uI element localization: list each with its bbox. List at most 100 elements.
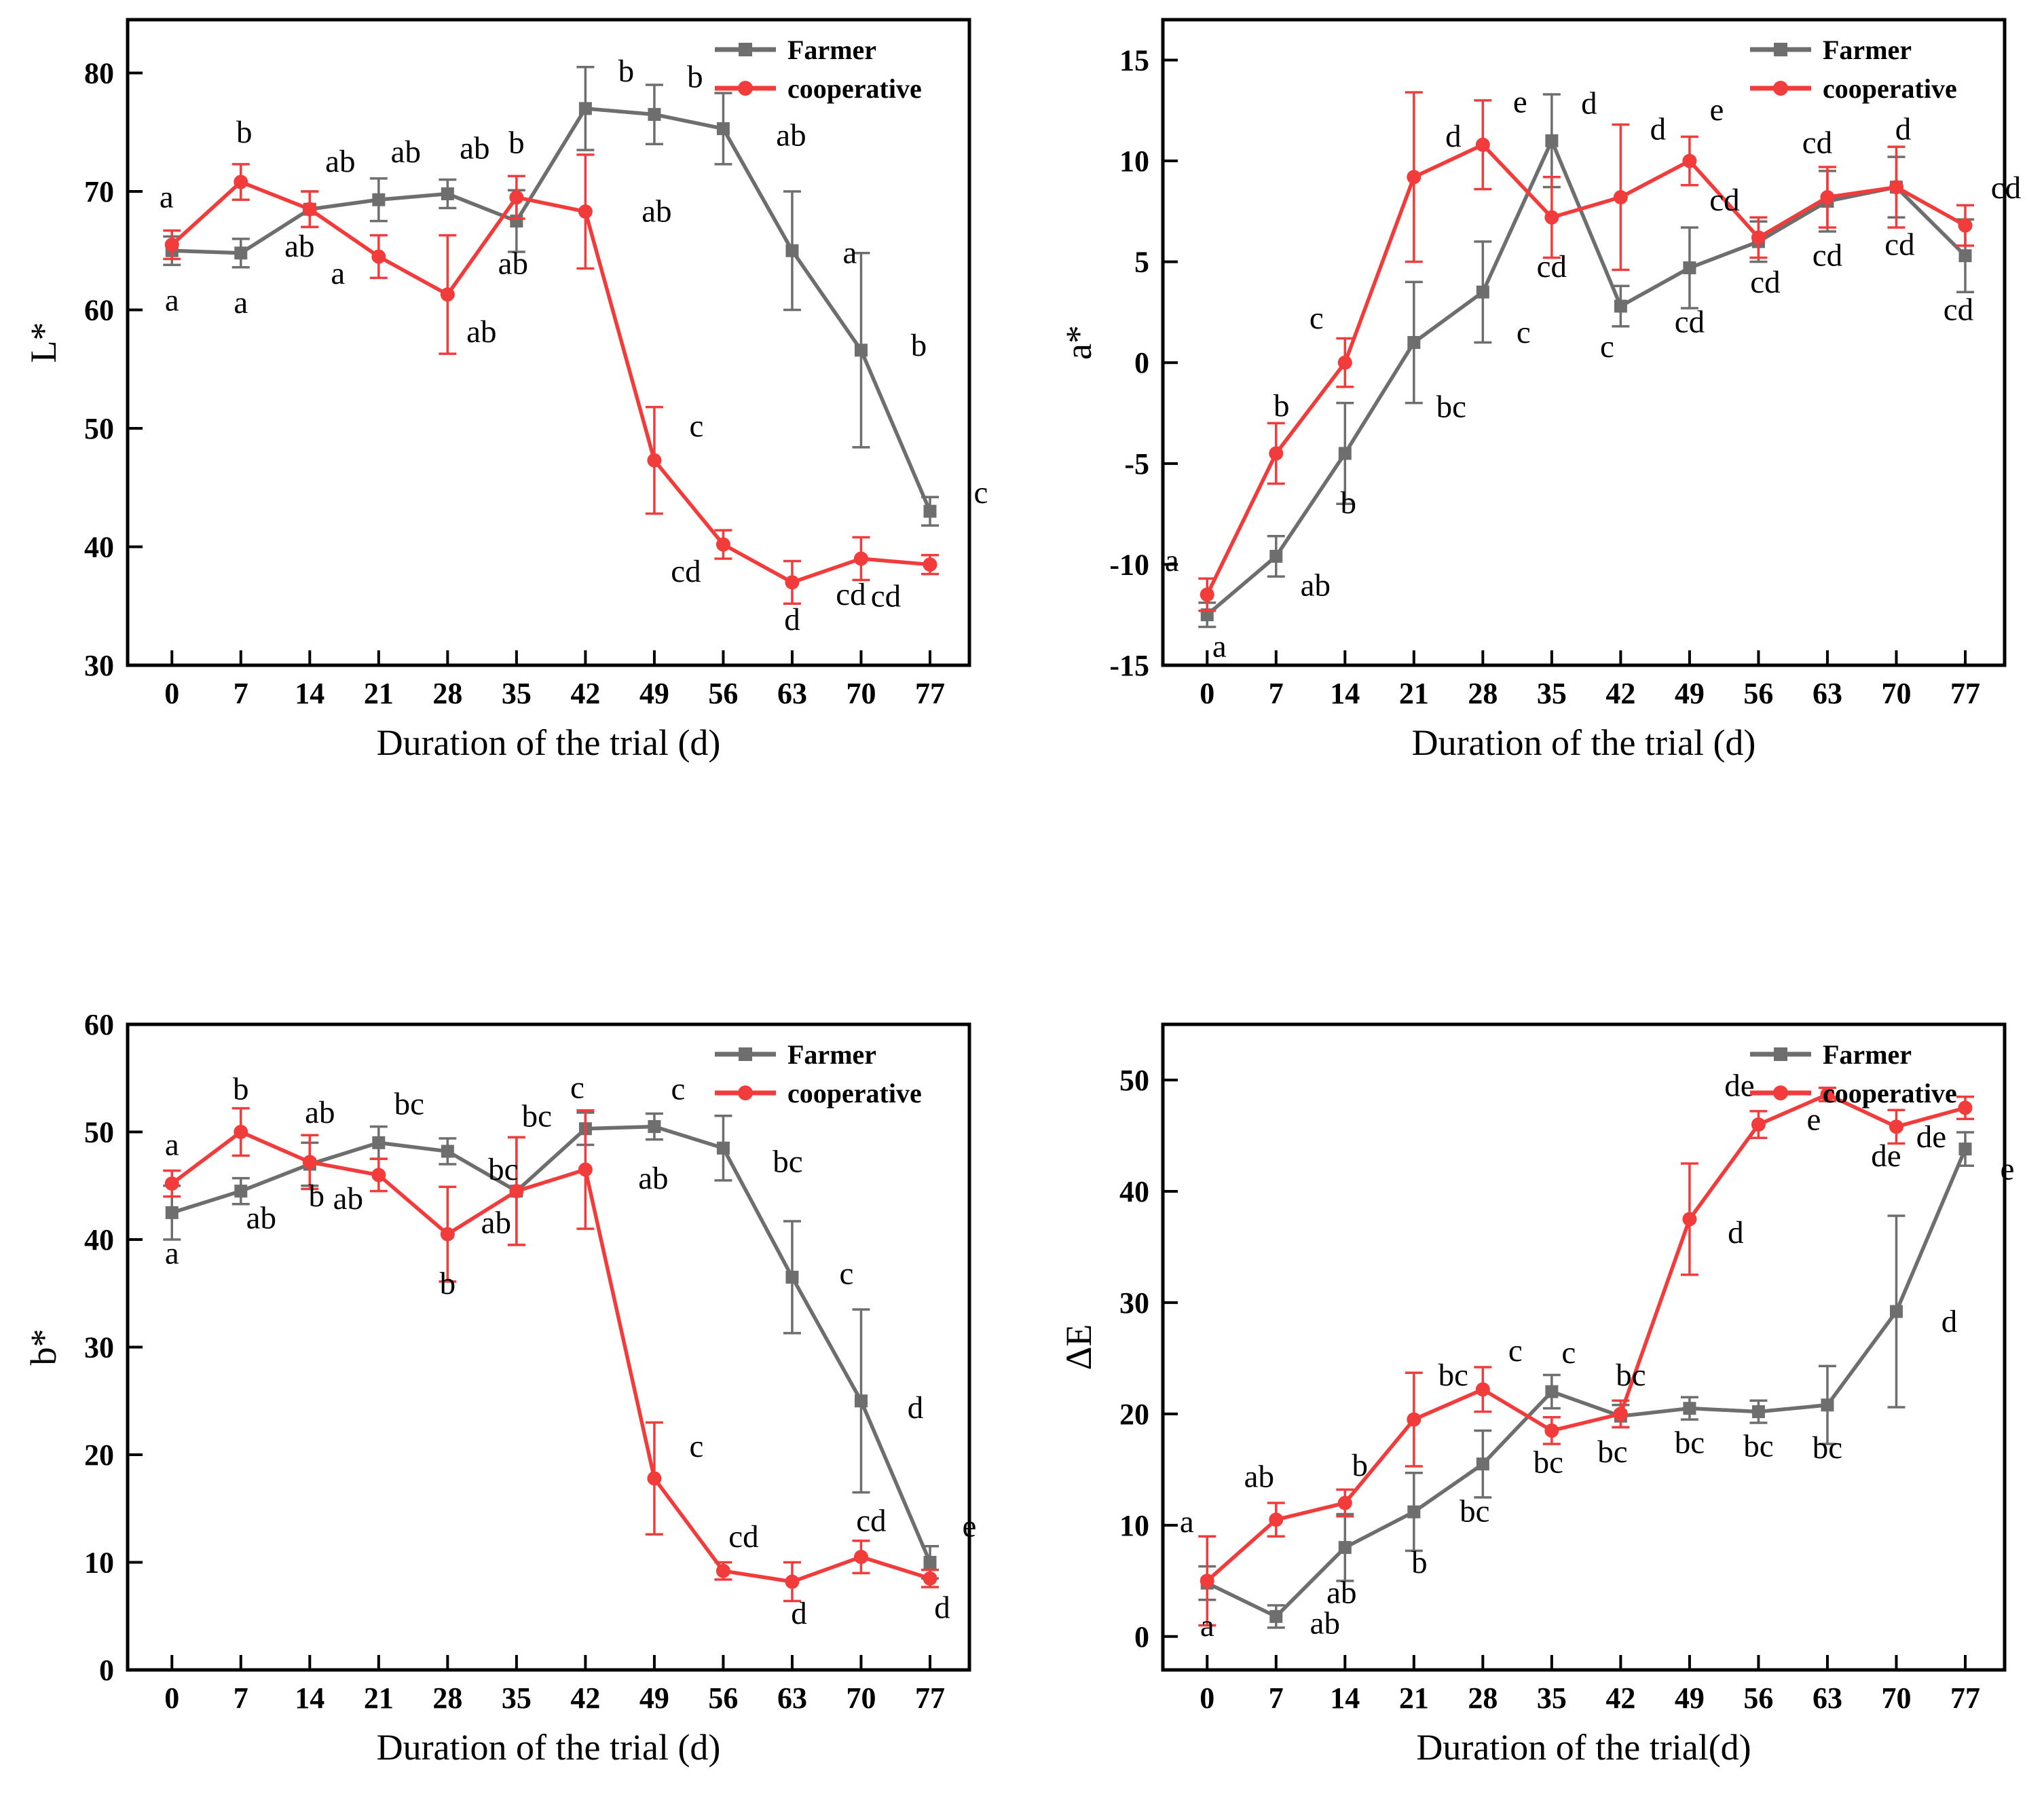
svg-text:c: c [570, 1071, 584, 1106]
svg-text:e: e [2001, 1152, 2015, 1187]
svg-text:49: 49 [639, 677, 669, 710]
svg-text:ab: ab [466, 314, 496, 350]
svg-text:7: 7 [234, 677, 248, 710]
svg-text:bc: bc [773, 1144, 802, 1179]
svg-text:bc: bc [1675, 1426, 1705, 1461]
svg-text:70: 70 [846, 1681, 876, 1715]
svg-text:ab: ab [391, 134, 421, 170]
chart-panel-l-star: 30 40 50 60 70 80 0 7 14 21 28 35 42 49 56 63 70 77 Durati… [19, 10, 990, 791]
svg-text:cd: cd [1537, 249, 1567, 284]
svg-text:20: 20 [1119, 1398, 1149, 1431]
svg-text:0: 0 [1134, 1620, 1149, 1654]
svg-text:a: a [165, 282, 179, 318]
svg-text:c: c [1517, 315, 1531, 350]
svg-text:cooperative: cooperative [787, 73, 922, 104]
svg-text:56: 56 [1743, 1681, 1773, 1715]
chart-b-star: 0 10 20 30 40 50 60 0 7 14 21 28 35 42 49 56 63 70 77 Durat… [23, 1015, 977, 1768]
svg-text:Farmer: Farmer [787, 35, 876, 65]
svg-text:63: 63 [777, 677, 807, 710]
svg-text:cd: cd [1750, 265, 1780, 300]
svg-text:b: b [233, 1072, 249, 1107]
svg-text:0: 0 [164, 677, 179, 710]
svg-text:L*: L* [23, 322, 64, 363]
svg-text:21: 21 [364, 1681, 394, 1715]
svg-text:21: 21 [1399, 677, 1429, 710]
svg-text:35: 35 [502, 1681, 532, 1715]
svg-text:7: 7 [234, 1681, 248, 1715]
svg-text:c: c [1600, 329, 1614, 365]
svg-text:cd: cd [871, 579, 901, 614]
svg-text:77: 77 [1950, 1681, 1980, 1715]
svg-text:b: b [440, 1266, 456, 1301]
svg-text:60: 60 [84, 294, 114, 327]
svg-text:0: 0 [1200, 1681, 1214, 1715]
svg-text:70: 70 [846, 677, 876, 710]
svg-text:Farmer: Farmer [1823, 1039, 1912, 1070]
svg-text:d: d [1895, 112, 1912, 147]
svg-text:ab: ab [246, 1201, 276, 1236]
svg-text:50: 50 [84, 412, 114, 445]
svg-text:0: 0 [1200, 677, 1214, 710]
svg-text:bc: bc [1813, 1430, 1842, 1466]
svg-text:d: d [1581, 86, 1597, 121]
svg-text:Duration of the trial(d): Duration of the trial(d) [1416, 1727, 1751, 1768]
svg-text:b: b [1274, 388, 1290, 424]
svg-text:30: 30 [1119, 1286, 1149, 1320]
svg-text:ab: ab [325, 144, 355, 179]
svg-text:30: 30 [84, 649, 114, 682]
svg-text:cd: cd [836, 577, 866, 612]
svg-text:b*: b* [23, 1329, 64, 1366]
svg-text:7: 7 [1269, 677, 1284, 710]
svg-text:e: e [1513, 84, 1527, 119]
chart-panel-delta-e: 0 10 20 30 40 50 0 7 14 21 28 35 42 49 56 63 70 77 Duratio… [1054, 1015, 2025, 1795]
svg-text:15: 15 [1119, 43, 1149, 77]
svg-text:cd: cd [1944, 293, 1973, 328]
svg-text:Farmer: Farmer [1823, 35, 1912, 65]
svg-text:Farmer: Farmer [787, 1039, 876, 1070]
svg-text:c: c [974, 475, 988, 510]
svg-text:d: d [1650, 112, 1667, 147]
svg-text:70: 70 [1881, 1681, 1911, 1715]
svg-text:a: a [165, 1128, 179, 1163]
svg-text:28: 28 [1468, 1681, 1498, 1715]
svg-text:cd: cd [1802, 126, 1832, 161]
svg-text:42: 42 [570, 1681, 600, 1715]
svg-text:50: 50 [84, 1116, 114, 1149]
svg-text:d: d [1941, 1304, 1958, 1339]
svg-text:50: 50 [1119, 1064, 1149, 1097]
svg-text:30: 30 [84, 1331, 114, 1364]
svg-text:77: 77 [915, 1681, 945, 1715]
svg-text:de: de [1724, 1068, 1754, 1104]
svg-text:cd: cd [1991, 170, 2021, 206]
chart-panel-b-star: 0 10 20 30 40 50 60 0 7 14 21 28 35 42 49 56 63 70 77 Durat… [19, 1015, 990, 1795]
svg-text:42: 42 [570, 677, 600, 710]
svg-text:cooperative: cooperative [1823, 73, 1957, 104]
svg-text:c: c [1561, 1335, 1576, 1371]
svg-text:ab: ab [460, 131, 489, 166]
svg-text:10: 10 [1119, 145, 1149, 178]
chart-l-star: 30 40 50 60 70 80 0 7 14 21 28 35 42 49 56 63 70 77 Durati… [23, 18, 988, 763]
svg-text:bc: bc [1597, 1434, 1627, 1470]
svg-text:c: c [671, 1072, 685, 1107]
svg-text:a: a [1212, 629, 1227, 665]
svg-text:42: 42 [1605, 677, 1635, 710]
svg-text:5: 5 [1134, 246, 1149, 279]
svg-text:e: e [1709, 92, 1724, 128]
svg-text:35: 35 [1537, 677, 1567, 710]
svg-text:cooperative: cooperative [1823, 1078, 1957, 1109]
svg-text:b: b [1341, 485, 1357, 521]
svg-text:a: a [160, 180, 174, 215]
svg-text:ab: ab [1326, 1576, 1356, 1611]
svg-text:bc: bc [1743, 1429, 1773, 1464]
svg-text:e: e [963, 1509, 977, 1544]
svg-text:cd: cd [1813, 238, 1842, 273]
svg-text:b: b [618, 54, 635, 89]
svg-text:c: c [1309, 301, 1324, 336]
svg-text:c: c [840, 1256, 854, 1291]
svg-text:cd: cd [856, 1504, 886, 1539]
svg-text:b: b [309, 1178, 325, 1214]
svg-text:0: 0 [99, 1654, 114, 1687]
svg-text:ab: ab [498, 246, 528, 282]
svg-text:d: d [908, 1390, 924, 1426]
